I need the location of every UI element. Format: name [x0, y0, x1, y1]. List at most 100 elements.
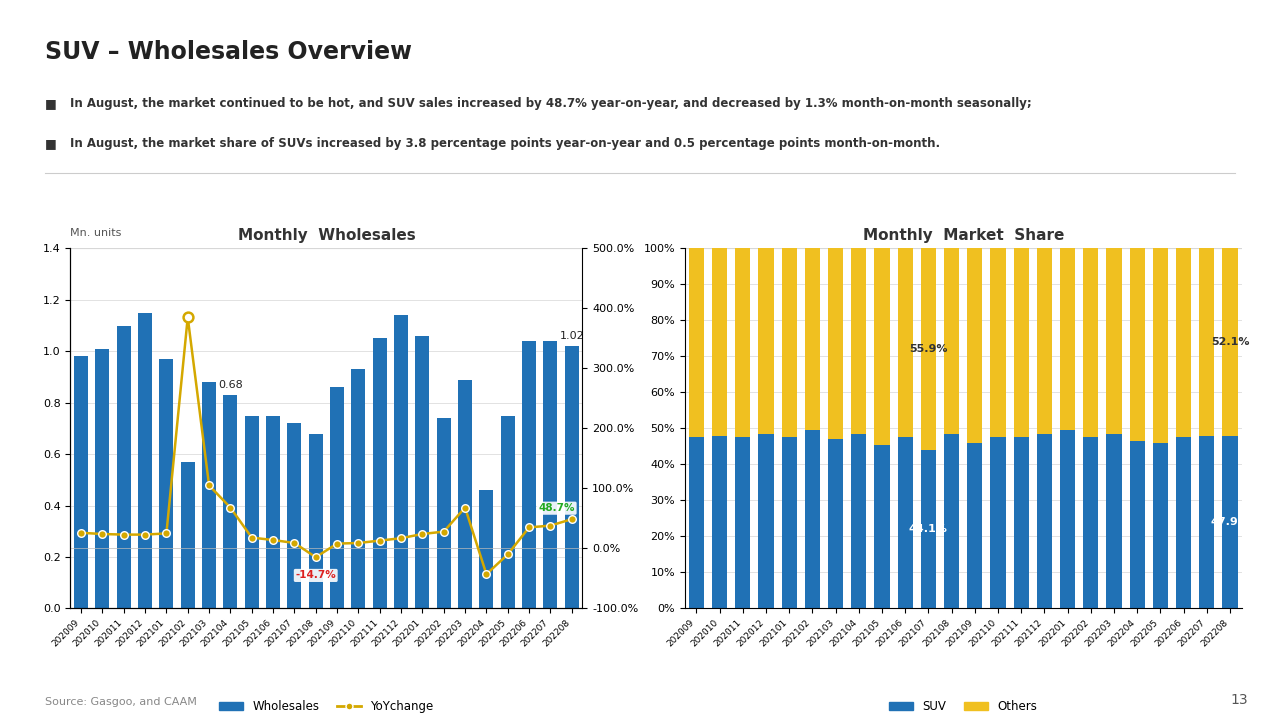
Bar	[180, 462, 195, 608]
Bar	[828, 439, 844, 608]
Point	[390, 533, 411, 544]
Text: SUV – Wholesales Overview: SUV – Wholesales Overview	[45, 40, 412, 63]
Point	[476, 569, 497, 580]
Bar	[544, 341, 557, 608]
Bar	[920, 449, 936, 608]
Bar	[920, 248, 936, 449]
Bar	[288, 423, 301, 608]
Bar	[689, 248, 704, 437]
Point	[454, 502, 475, 513]
Bar	[480, 490, 493, 608]
Point	[434, 526, 454, 537]
Point	[412, 528, 433, 540]
Bar	[244, 415, 259, 608]
Bar	[1060, 248, 1075, 430]
Bar	[1176, 248, 1192, 437]
Bar	[352, 369, 365, 608]
Bar	[1037, 248, 1052, 433]
Bar	[735, 248, 750, 437]
Bar	[1153, 443, 1167, 608]
Bar	[96, 348, 109, 608]
Point	[198, 480, 219, 491]
Bar	[74, 356, 88, 608]
Bar	[160, 359, 173, 608]
Bar	[782, 248, 796, 437]
Bar	[458, 379, 472, 608]
Bar	[224, 395, 237, 608]
Bar	[735, 437, 750, 608]
Bar	[500, 415, 515, 608]
Text: 13: 13	[1230, 693, 1248, 707]
Bar	[874, 248, 890, 444]
Bar	[1106, 433, 1121, 608]
Bar	[712, 248, 727, 436]
Bar	[945, 248, 959, 433]
Bar	[1153, 248, 1167, 443]
Bar	[1037, 433, 1052, 608]
Bar	[968, 248, 982, 443]
Bar	[759, 248, 773, 433]
Text: Source: Gasgoo, and CAAM: Source: Gasgoo, and CAAM	[45, 697, 197, 707]
Bar	[116, 325, 131, 608]
Text: 44.1%: 44.1%	[909, 524, 947, 534]
Bar	[1106, 248, 1121, 433]
Bar	[1083, 248, 1098, 437]
Point	[134, 528, 155, 540]
Text: In August, the market continued to be hot, and SUV sales increased by 48.7% year: In August, the market continued to be ho…	[70, 97, 1032, 110]
Text: ■: ■	[45, 137, 56, 150]
Bar	[991, 437, 1006, 608]
Point	[284, 537, 305, 549]
Point	[242, 532, 262, 544]
Bar	[416, 336, 429, 608]
Point	[518, 521, 539, 533]
Text: 55.9%: 55.9%	[909, 344, 947, 354]
Bar	[851, 433, 867, 608]
Point	[370, 535, 390, 546]
Bar	[1083, 437, 1098, 608]
Text: 47.9%: 47.9%	[1211, 517, 1249, 527]
Bar	[782, 437, 796, 608]
Bar	[805, 248, 820, 430]
Point	[70, 527, 91, 539]
Point	[178, 312, 198, 323]
Point	[220, 502, 241, 513]
Point	[326, 538, 347, 549]
Bar	[897, 437, 913, 608]
Bar	[564, 346, 579, 608]
Text: 1.02: 1.02	[559, 331, 584, 341]
Point	[498, 549, 518, 560]
Bar	[897, 248, 913, 437]
Bar	[712, 436, 727, 608]
Bar	[828, 248, 844, 439]
Bar	[759, 433, 773, 608]
Text: ■: ■	[45, 97, 56, 110]
Bar	[1130, 441, 1144, 608]
Bar	[522, 341, 536, 608]
Point	[262, 534, 283, 546]
Point	[306, 552, 326, 563]
Bar	[266, 415, 280, 608]
Bar	[330, 387, 344, 608]
Title: Monthly  Market  Share: Monthly Market Share	[863, 228, 1064, 243]
Bar	[1199, 436, 1215, 608]
Bar	[991, 248, 1006, 437]
Bar	[805, 430, 820, 608]
Bar	[1176, 437, 1192, 608]
Point	[562, 513, 582, 525]
Point	[178, 312, 198, 323]
Bar	[945, 433, 959, 608]
Legend: Wholesales, YoYchange: Wholesales, YoYchange	[215, 696, 438, 718]
Text: 0.68: 0.68	[218, 380, 243, 390]
Point	[156, 528, 177, 539]
Text: Mn. units: Mn. units	[70, 228, 122, 238]
Title: Monthly  Wholesales: Monthly Wholesales	[238, 228, 415, 243]
Bar	[394, 315, 408, 608]
Bar	[1222, 436, 1238, 608]
Text: In August, the market share of SUVs increased by 3.8 percentage points year-on-y: In August, the market share of SUVs incr…	[70, 137, 941, 150]
Bar	[968, 443, 982, 608]
Text: 48.7%: 48.7%	[539, 503, 575, 513]
Point	[348, 537, 369, 549]
Bar	[308, 433, 323, 608]
Bar	[138, 312, 152, 608]
Bar	[1222, 248, 1238, 436]
